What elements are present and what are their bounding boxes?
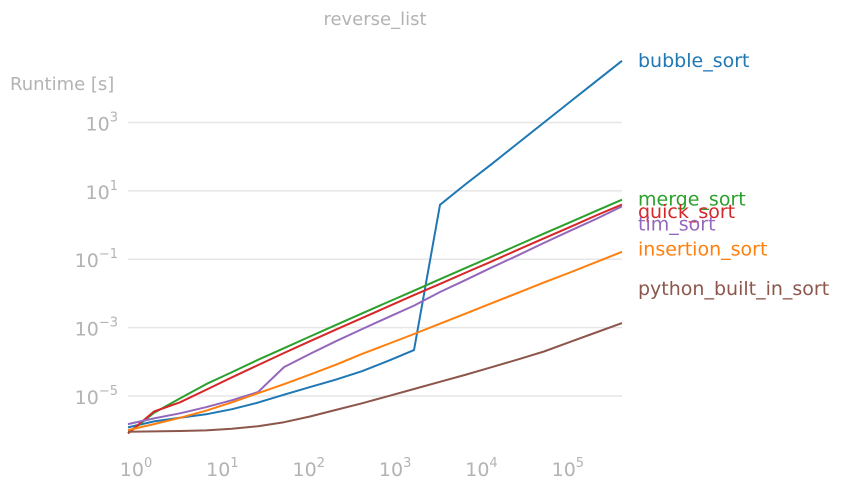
y-tick-label-0: 10−5	[75, 384, 118, 409]
series-line-quick-sort	[127, 203, 623, 435]
series-label-quick-sort: quick_sort	[638, 201, 735, 223]
series-line-python-built-in-sort	[127, 322, 623, 433]
series-lines	[127, 60, 623, 435]
series-line-insertion-sort	[127, 250, 623, 432]
y-axis-label: Runtime [s]	[10, 74, 114, 95]
x-axis-ticks: 100 101 102 103 104 105	[120, 456, 584, 481]
series-line-merge-sort	[127, 198, 623, 435]
series-label-tim-sort: tim_sort	[638, 213, 716, 235]
series-line-tim-sort	[127, 205, 623, 426]
x-tick-label-5: 105	[552, 456, 584, 481]
gridlines	[128, 121, 622, 397]
series-label-python-built-in-sort: python_built_in_sort	[638, 278, 829, 300]
y-tick-label-3: 101	[86, 179, 118, 204]
x-tick-label-2: 102	[293, 456, 325, 481]
x-tick-label-3: 103	[379, 456, 411, 481]
series-label-bubble-sort: bubble_sort	[638, 50, 749, 72]
series-label-merge-sort: merge_sort	[638, 189, 746, 211]
chart-title: reverse_list	[323, 9, 426, 30]
y-tick-label-2: 10−1	[75, 247, 118, 272]
y-axis-ticks: 10−5 10−3 10−1 101 103	[75, 110, 118, 408]
x-tick-label-0: 100	[120, 456, 152, 481]
x-tick-label-1: 101	[206, 456, 238, 481]
series-labels: bubble_sort merge_sortquick_sorttim_sorti…	[638, 50, 829, 300]
x-tick-label-4: 104	[465, 456, 497, 481]
series-line-bubble-sort	[127, 60, 623, 429]
y-tick-label-1: 10−3	[75, 316, 118, 341]
series-label-insertion-sort: insertion_sort	[638, 239, 767, 261]
y-tick-label-4: 103	[86, 110, 118, 135]
